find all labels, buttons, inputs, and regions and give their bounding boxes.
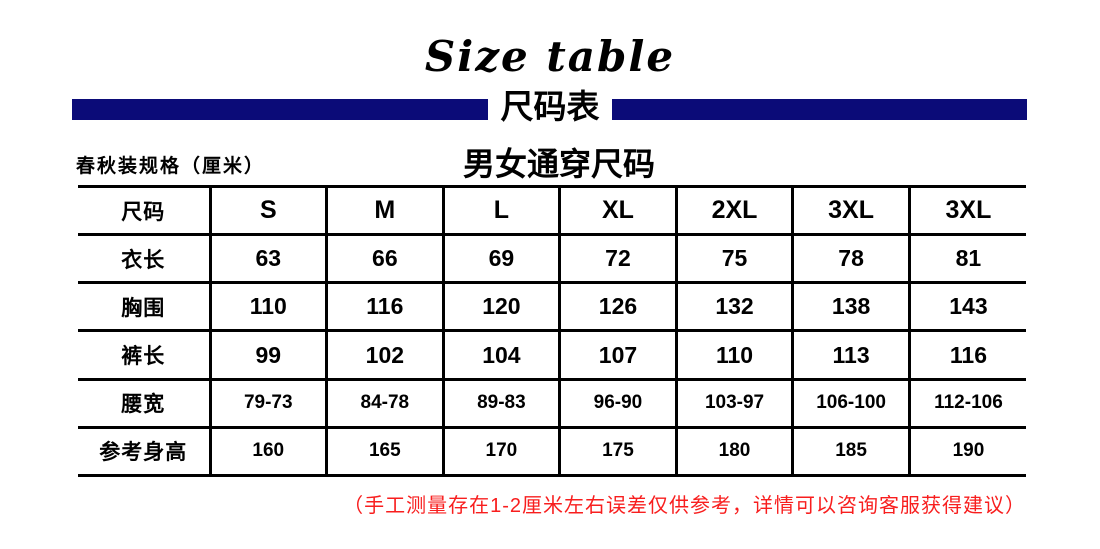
table-cell: 69 [441, 234, 560, 283]
banner-bar-right [612, 99, 1027, 120]
table-cell: M [325, 186, 444, 235]
measurement-disclaimer: （手工测量存在1-2厘米左右误差仅供参考，详情可以咨询客服获得建议） [343, 495, 1026, 517]
table-row-pants-length: 裤长 99 102 104 107 110 113 116 [78, 330, 1026, 380]
table-cell: 113 [791, 330, 910, 380]
table-cell: 116 [907, 330, 1026, 380]
table-cell: 120 [441, 282, 560, 331]
spec-label: 春秋装规格（厘米） [76, 156, 266, 177]
table-cell: 138 [791, 282, 910, 331]
banner-bar-left [72, 99, 488, 120]
table-cell: 165 [325, 427, 444, 476]
table-cell: 180 [674, 427, 793, 476]
table-cell: 143 [907, 282, 1026, 331]
table-cell: 84-78 [325, 379, 444, 428]
row-label: 衣长 [121, 248, 166, 272]
table-cell: 63 [208, 234, 327, 283]
banner-title: 尺码表 [500, 88, 600, 125]
table-cell: 79-73 [208, 379, 327, 428]
table-cell: 175 [558, 427, 677, 476]
table-cell: 160 [208, 427, 327, 476]
table-cell: 170 [441, 427, 560, 476]
table-cell: 185 [791, 427, 910, 476]
table-cell: 132 [674, 282, 793, 331]
table-cell: XL [558, 186, 677, 235]
table-cell: 103-97 [674, 379, 793, 428]
table-cell: 78 [791, 234, 910, 283]
table-cell: 66 [325, 234, 444, 283]
table-cell: 107 [558, 330, 677, 380]
table-cell: 112-106 [907, 379, 1026, 428]
table-cell: 190 [907, 427, 1026, 476]
table-cell: 72 [558, 234, 677, 283]
table-cell: 75 [674, 234, 793, 283]
table-cell: 102 [325, 330, 444, 380]
table-row-garment-length: 衣长 63 66 69 72 75 78 81 [78, 234, 1026, 283]
table-cell: 106-100 [791, 379, 910, 428]
table-cell: 110 [208, 282, 327, 331]
table-row-chest: 胸围 110 116 120 126 132 138 143 [78, 282, 1026, 331]
table-cell: 3XL [907, 186, 1026, 235]
table-row-reference-height: 参考身高 160 165 170 175 180 185 190 [78, 427, 1026, 476]
table-cell: 81 [907, 234, 1026, 283]
table-cell: 126 [558, 282, 677, 331]
table-row-size: 尺码 S M L XL 2XL 3XL 3XL [78, 186, 1026, 235]
table-cell: 104 [441, 330, 560, 380]
row-label: 腰宽 [121, 393, 166, 417]
table-row-waist: 腰宽 79-73 84-78 89-83 96-90 103-97 106-10… [78, 379, 1026, 428]
table-cell: 2XL [674, 186, 793, 235]
size-table: 尺码 S M L XL 2XL 3XL 3XL 衣长 63 66 69 72 7… [78, 185, 1026, 477]
page-title-script: Size table [424, 32, 676, 81]
row-label: 裤长 [121, 345, 166, 369]
table-cell: 116 [325, 282, 444, 331]
table-cell: 89-83 [441, 379, 560, 428]
unisex-size-title: 男女通穿尺码 [462, 146, 655, 182]
table-cell: 99 [208, 330, 327, 380]
table-cell: L [441, 186, 560, 235]
table-cell: 3XL [791, 186, 910, 235]
table-cell: 110 [674, 330, 793, 380]
row-label: 胸围 [121, 296, 166, 320]
table-cell: 96-90 [558, 379, 677, 428]
row-label: 尺码 [121, 200, 166, 224]
row-label: 参考身高 [99, 441, 188, 465]
table-cell: S [208, 186, 327, 235]
